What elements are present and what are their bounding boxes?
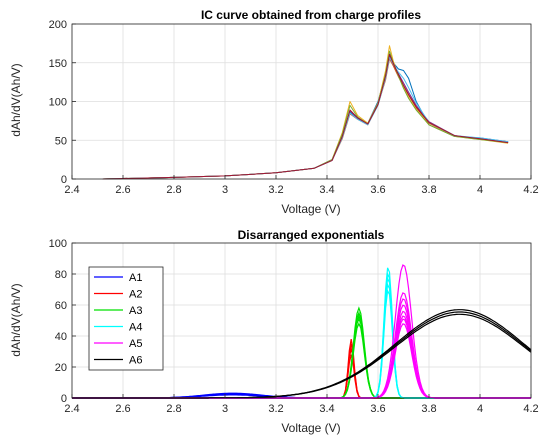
ic-curve-chart: IC curve obtained from charge profiles 2… xyxy=(9,8,539,216)
x-tick-label: 2.4 xyxy=(64,403,79,415)
axes-box xyxy=(71,242,532,399)
legend-label-A5: A5 xyxy=(129,338,142,350)
tick-group: 2.4 2.6 2.8 3 3.2 3.4 3.6 3.8 4 4.2 0 20 40 60 80 100 xyxy=(49,238,539,415)
x-tick-label: 3.4 xyxy=(319,184,334,196)
x-tick-label: 4 xyxy=(477,403,483,415)
tick-group: 2.4 2.6 2.8 3 3.2 3.4 3.6 3.8 4 4.2 0 50 100 150 200 xyxy=(49,19,539,196)
grid xyxy=(71,23,532,180)
x-tick-label: 2.6 xyxy=(115,184,130,196)
x-tick-label: 3 xyxy=(222,184,228,196)
series-line-4 xyxy=(102,56,509,180)
legend: A1 A2 A3 A4 A5 A6 xyxy=(88,266,164,371)
chart-title: Disarranged exponentials xyxy=(238,228,385,242)
x-tick-label: 4 xyxy=(477,184,483,196)
x-tick-label: 2.6 xyxy=(115,403,130,415)
x-tick-label: 3.2 xyxy=(268,403,283,415)
x-tick-label: 3.8 xyxy=(421,403,436,415)
x-tick-label: 4.2 xyxy=(523,184,538,196)
legend-label-A3: A3 xyxy=(129,305,142,317)
series-line-1 xyxy=(102,54,509,180)
x-tick-label: 3 xyxy=(222,403,228,415)
y-tick-label: 40 xyxy=(55,331,67,343)
x-tick-label: 2.8 xyxy=(166,403,181,415)
series-line-2 xyxy=(102,58,509,180)
x-axis-label: Voltage (V) xyxy=(281,202,340,216)
y-tick-label: 150 xyxy=(49,58,67,70)
y-tick-label: 0 xyxy=(61,174,67,186)
x-tick-label: 2.8 xyxy=(166,184,181,196)
y-axis-label: dAh/dV(Ah/V) xyxy=(9,63,23,136)
legend-label-A4: A4 xyxy=(129,322,142,334)
legend-label-A2: A2 xyxy=(129,289,142,301)
x-tick-label: 3.4 xyxy=(319,403,334,415)
x-axis-label: Voltage (V) xyxy=(281,421,340,435)
legend-label-A1: A1 xyxy=(129,272,142,284)
series-line-3 xyxy=(102,45,509,180)
legend-box xyxy=(88,266,164,371)
x-tick-label: 3.6 xyxy=(370,403,385,415)
y-tick-label: 200 xyxy=(49,19,67,31)
y-tick-label: 0 xyxy=(61,393,67,405)
series-group xyxy=(102,45,509,180)
disarranged-exponentials-chart: Disarranged exponentials 2.4 2.6 2.8 3 3.2 3.… xyxy=(9,228,539,435)
series-line-7 xyxy=(102,53,509,180)
x-tick-label: 3.2 xyxy=(268,184,283,196)
y-tick-label: 50 xyxy=(55,135,67,147)
y-tick-label: 20 xyxy=(55,362,67,374)
series-line-6 xyxy=(102,56,509,180)
y-tick-label: 100 xyxy=(49,238,67,250)
y-tick-label: 100 xyxy=(49,97,67,109)
x-tick-label: 3.6 xyxy=(370,184,385,196)
x-tick-label: 3.8 xyxy=(421,184,436,196)
series-line-5 xyxy=(102,50,509,180)
y-tick-label: 60 xyxy=(55,300,67,312)
chart-title: IC curve obtained from charge profiles xyxy=(201,8,421,22)
x-tick-label: 4.2 xyxy=(523,403,538,415)
y-tick-label: 80 xyxy=(55,269,67,281)
y-axis-label: dAh/dV(Ah/V) xyxy=(9,283,23,356)
x-tick-label: 2.4 xyxy=(64,184,79,196)
legend-label-A6: A6 xyxy=(129,355,142,367)
